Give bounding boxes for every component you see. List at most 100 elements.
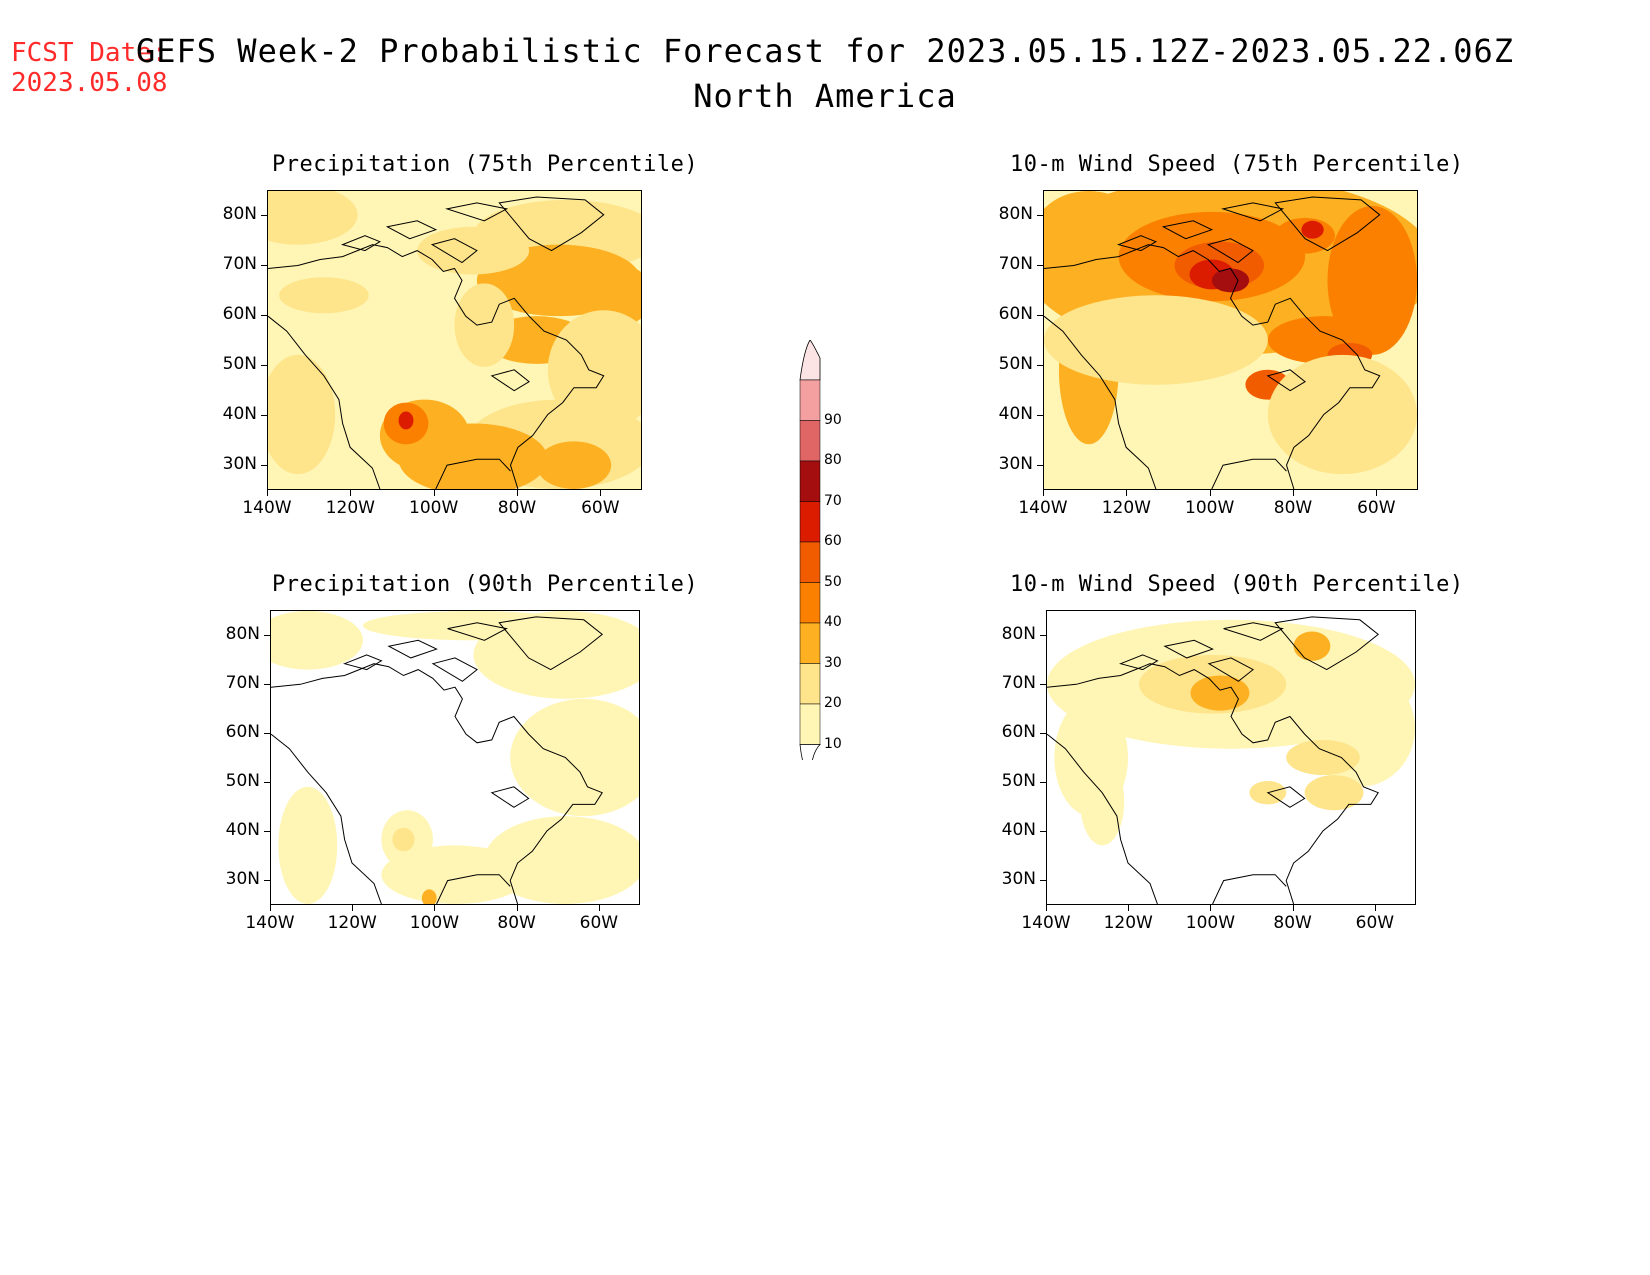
coastline — [268, 244, 605, 489]
lat-tick — [1037, 315, 1043, 316]
map-area — [267, 190, 642, 490]
coastline — [1044, 244, 1381, 489]
lon-tick-label: 60W — [579, 913, 619, 933]
panel-title: 10-m Wind Speed (90th Percentile) — [1010, 572, 1464, 597]
island-outline — [498, 616, 604, 671]
colorbar-segment — [799, 460, 821, 502]
map-svg — [1047, 611, 1415, 904]
colorbar-top-cap — [799, 340, 821, 381]
coastline — [1044, 315, 1157, 489]
colorbar-segment — [799, 582, 821, 624]
island-outline — [490, 369, 530, 392]
shaded-region — [421, 889, 437, 904]
lon-tick — [1292, 905, 1294, 911]
colorbar-segment — [799, 501, 821, 543]
colorbar-level-label: 90 — [824, 411, 842, 428]
lat-tick-label: 80N — [998, 204, 1033, 224]
island-outline — [431, 657, 479, 682]
lon-tick — [1293, 490, 1294, 496]
lat-tick-label: 80N — [222, 204, 257, 224]
shaded-region — [1190, 675, 1250, 711]
island-outline — [1117, 235, 1158, 252]
lat-tick — [264, 782, 270, 784]
shaded-region — [268, 191, 358, 245]
page-subtitle: North America — [693, 77, 957, 115]
colorbar-level-label: 10 — [824, 735, 842, 752]
lat-tick — [261, 465, 267, 466]
shaded-region — [1118, 399, 1268, 460]
lon-tick-label: 80W — [1273, 498, 1313, 518]
shaded-region — [510, 698, 639, 817]
lat-tick-label: 40N — [222, 404, 257, 424]
coastline — [271, 733, 382, 904]
lat-tick-label: 50N — [1001, 771, 1036, 792]
lon-tick-label: 80W — [497, 913, 536, 933]
panel-title: Precipitation (90th Percentile) — [272, 572, 699, 597]
island-outline — [343, 654, 383, 671]
shaded-region — [1304, 775, 1364, 811]
island-outline — [387, 639, 438, 659]
island-outline — [1207, 657, 1255, 682]
page-title: GEFS Week-2 Probabilistic Forecast for 2… — [135, 32, 1515, 70]
lon-tick — [352, 905, 354, 911]
shaded-region — [1044, 295, 1268, 385]
colorbar-level-label: 40 — [824, 614, 842, 630]
lon-tick-label: 100W — [1185, 913, 1236, 933]
island-outline — [1119, 654, 1159, 671]
lat-tick-label: 60N — [225, 721, 260, 742]
shaded-region — [1327, 205, 1417, 355]
lat-tick — [1040, 732, 1046, 734]
lat-tick-label: 50N — [998, 354, 1033, 374]
shaded-region — [1080, 757, 1125, 846]
colorbar-svg — [799, 340, 821, 760]
map-svg — [268, 191, 641, 489]
shaded-region — [1286, 739, 1360, 776]
lon-tick — [1210, 905, 1212, 911]
lon-tick — [433, 490, 435, 496]
panel-title: Precipitation (75th Percentile) — [272, 152, 699, 177]
map-svg — [271, 611, 639, 904]
shaded-region — [417, 226, 530, 275]
island-outline — [430, 238, 478, 264]
lat-tick — [261, 415, 267, 416]
shaded-region — [1293, 631, 1331, 661]
lat-tick-label: 70N — [1001, 672, 1036, 693]
colorbar-level-label: 50 — [824, 573, 842, 590]
shaded-region — [592, 265, 641, 326]
lon-tick — [1128, 905, 1130, 911]
lon-tick — [267, 490, 268, 496]
lat-tick-label: 70N — [998, 254, 1033, 274]
lon-tick — [1376, 490, 1378, 496]
island-outline — [1266, 369, 1306, 392]
lat-tick — [264, 732, 270, 734]
shaded-region — [1267, 354, 1417, 475]
coastline — [436, 874, 511, 904]
colorbar-segment — [799, 703, 821, 745]
shaded-region — [279, 277, 369, 314]
lat-tick — [1037, 365, 1043, 366]
shaded-region — [278, 786, 338, 904]
map-area — [1043, 190, 1418, 490]
shaded-region — [363, 611, 584, 641]
lat-tick — [264, 880, 270, 882]
lon-tick — [600, 490, 602, 496]
lon-tick-label: 80W — [1273, 913, 1312, 933]
lat-tick-label: 50N — [225, 771, 260, 792]
lat-tick — [264, 831, 270, 833]
island-outline — [1223, 622, 1284, 641]
lon-tick-label: 120W — [325, 498, 375, 518]
lat-tick-label: 60N — [998, 304, 1033, 324]
lon-tick — [517, 490, 518, 496]
lat-tick-label: 30N — [222, 454, 257, 474]
lat-tick-label: 30N — [998, 454, 1033, 474]
lat-tick — [1040, 782, 1046, 784]
lat-tick — [1037, 265, 1043, 266]
lon-tick — [1046, 905, 1047, 911]
fcst-date: FCST Date: 2023.05.08 — [11, 38, 168, 98]
lon-tick-label: 120W — [327, 913, 377, 933]
lat-tick-label: 60N — [222, 304, 257, 324]
colorbar-level-label: 80 — [824, 452, 842, 468]
shaded-region — [392, 827, 415, 852]
shaded-region — [271, 611, 363, 670]
lat-tick-label: 40N — [998, 404, 1033, 424]
